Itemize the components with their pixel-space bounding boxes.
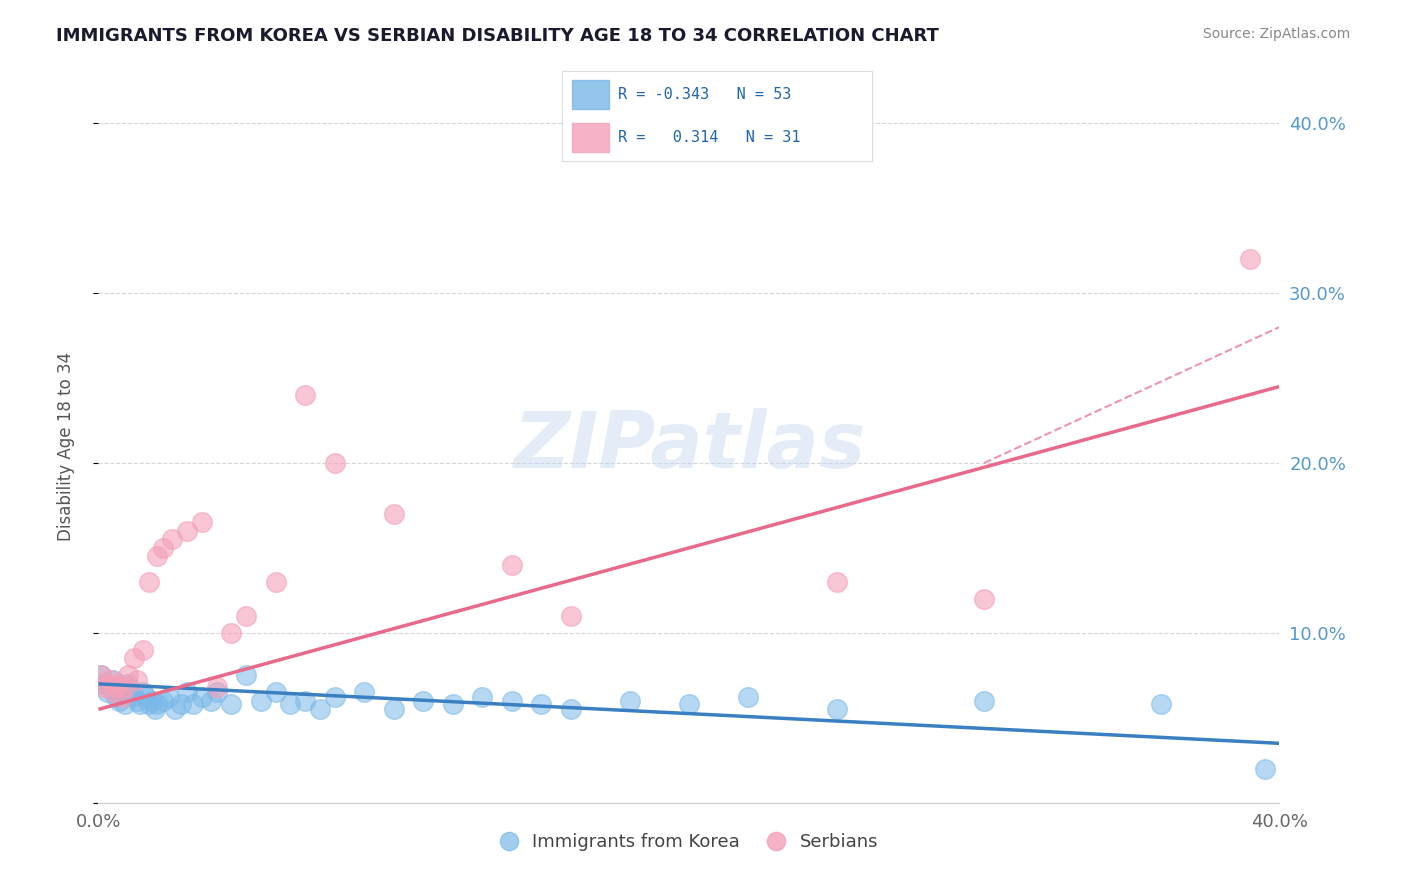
Point bbox=[412, 694, 434, 708]
Point bbox=[280, 698, 302, 712]
Point bbox=[114, 698, 136, 712]
Point bbox=[323, 690, 346, 705]
Point bbox=[471, 690, 494, 705]
Point bbox=[108, 677, 131, 691]
Point bbox=[973, 591, 995, 606]
Text: IMMIGRANTS FROM KOREA VS SERBIAN DISABILITY AGE 18 TO 34 CORRELATION CHART: IMMIGRANTS FROM KOREA VS SERBIAN DISABIL… bbox=[56, 27, 939, 45]
Point bbox=[165, 702, 187, 716]
Point bbox=[1254, 762, 1277, 776]
Point bbox=[125, 673, 148, 688]
Point bbox=[96, 677, 118, 691]
Point bbox=[200, 694, 222, 708]
Point bbox=[96, 685, 118, 699]
Point bbox=[235, 668, 257, 682]
Point bbox=[117, 677, 139, 691]
Point bbox=[141, 694, 163, 708]
Point bbox=[235, 608, 257, 623]
Point bbox=[143, 702, 166, 716]
Point bbox=[111, 685, 134, 699]
Point bbox=[221, 698, 243, 712]
Point bbox=[120, 685, 142, 699]
Y-axis label: Disability Age 18 to 34: Disability Age 18 to 34 bbox=[56, 351, 75, 541]
Point bbox=[90, 668, 112, 682]
Point bbox=[152, 541, 174, 555]
Point bbox=[152, 694, 174, 708]
Text: ZIPatlas: ZIPatlas bbox=[513, 408, 865, 484]
Point bbox=[323, 456, 346, 470]
Bar bbox=[572, 80, 609, 109]
Point bbox=[170, 698, 193, 712]
Point bbox=[90, 668, 112, 682]
Point bbox=[221, 626, 243, 640]
Point bbox=[619, 694, 641, 708]
Point bbox=[560, 608, 582, 623]
Point bbox=[132, 685, 155, 699]
Point bbox=[530, 698, 553, 712]
Text: R =   0.314   N = 31: R = 0.314 N = 31 bbox=[619, 130, 800, 145]
Point bbox=[111, 690, 134, 705]
Text: Source: ZipAtlas.com: Source: ZipAtlas.com bbox=[1202, 27, 1350, 41]
Legend: Immigrants from Korea, Serbians: Immigrants from Korea, Serbians bbox=[492, 825, 886, 858]
Point bbox=[353, 685, 375, 699]
Point bbox=[294, 388, 316, 402]
Point bbox=[205, 680, 228, 694]
Point bbox=[1150, 698, 1173, 712]
Point bbox=[181, 698, 204, 712]
Point bbox=[382, 702, 405, 716]
Point bbox=[441, 698, 464, 712]
Point bbox=[973, 694, 995, 708]
Text: R = -0.343   N = 53: R = -0.343 N = 53 bbox=[619, 87, 792, 102]
Point bbox=[678, 698, 700, 712]
Point bbox=[1239, 252, 1261, 266]
Point bbox=[501, 694, 523, 708]
Point bbox=[191, 690, 214, 705]
Point bbox=[825, 574, 848, 589]
Point bbox=[98, 673, 121, 688]
Point bbox=[309, 702, 332, 716]
Point bbox=[117, 680, 139, 694]
Point bbox=[825, 702, 848, 716]
Point bbox=[250, 694, 273, 708]
Point bbox=[382, 507, 405, 521]
Point bbox=[93, 677, 115, 691]
Point bbox=[294, 694, 316, 708]
Point bbox=[264, 685, 287, 699]
Point bbox=[135, 690, 157, 705]
Point bbox=[176, 524, 198, 538]
Point bbox=[191, 516, 214, 530]
Point bbox=[205, 685, 228, 699]
Point bbox=[125, 694, 148, 708]
Point bbox=[128, 698, 150, 712]
Point bbox=[108, 694, 131, 708]
Point bbox=[157, 690, 180, 705]
Point bbox=[501, 558, 523, 572]
Point bbox=[264, 574, 287, 589]
Point bbox=[114, 680, 136, 694]
Point bbox=[138, 574, 160, 589]
Point bbox=[93, 680, 115, 694]
Point bbox=[105, 690, 128, 705]
Point bbox=[560, 702, 582, 716]
Point bbox=[122, 651, 145, 665]
Point bbox=[176, 685, 198, 699]
Point bbox=[117, 668, 139, 682]
Point bbox=[105, 680, 128, 694]
Point bbox=[103, 685, 125, 699]
Point bbox=[146, 549, 169, 564]
Point bbox=[103, 673, 125, 688]
Point bbox=[146, 698, 169, 712]
Point bbox=[122, 689, 145, 703]
Point bbox=[98, 680, 121, 694]
Point bbox=[132, 643, 155, 657]
Point bbox=[162, 533, 183, 547]
Point bbox=[138, 698, 160, 712]
Point bbox=[737, 690, 759, 705]
Bar bbox=[572, 123, 609, 152]
